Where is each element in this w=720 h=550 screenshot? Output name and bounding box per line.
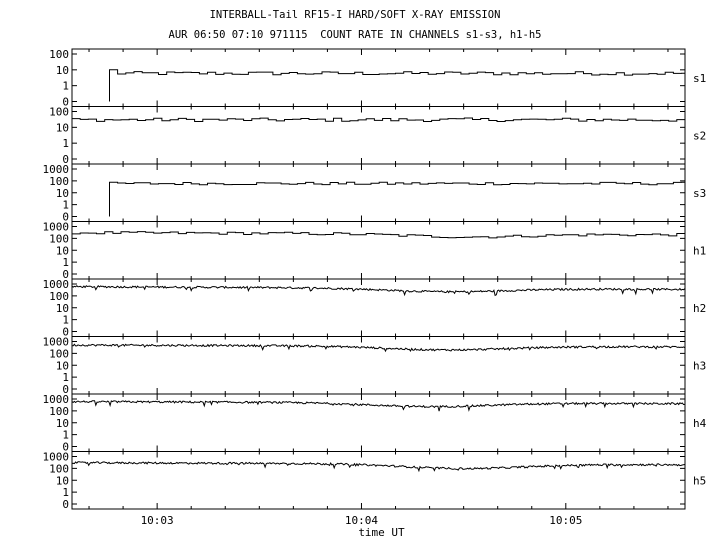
x-axis-label: time UT bbox=[358, 526, 405, 539]
series-line-h1 bbox=[72, 231, 685, 239]
series-line-s1 bbox=[109, 69, 685, 102]
y-tick-label-s2: 1 bbox=[62, 137, 69, 150]
series-line-h2 bbox=[71, 285, 685, 297]
y-tick-label-h1: 0 bbox=[62, 268, 69, 281]
panel-frame-s1 bbox=[71, 48, 686, 107]
panel-frame-h5 bbox=[71, 451, 686, 510]
y-tick-label-h1: 10 bbox=[56, 244, 69, 257]
x-tick-label: 10:05 bbox=[549, 514, 582, 527]
chart-subtitle: AUR 06:50 07:10 971115 COUNT RATE IN CHA… bbox=[168, 29, 542, 41]
x-tick-label: 10:04 bbox=[345, 514, 378, 527]
y-tick-label-h1: 1 bbox=[62, 256, 69, 269]
y-tick-label-h4: 1000 bbox=[43, 393, 70, 406]
series-line-h5 bbox=[71, 461, 685, 473]
series-label-s1: s1 bbox=[693, 72, 706, 85]
y-tick-label-h2: 1000 bbox=[43, 278, 70, 291]
y-tick-label-h5: 0 bbox=[62, 498, 69, 511]
series-line-s3 bbox=[109, 181, 685, 217]
y-tick-label-s1: 1 bbox=[62, 80, 69, 93]
y-tick-label-h2: 10 bbox=[56, 302, 69, 315]
y-tick-label-s2: 100 bbox=[49, 106, 69, 119]
y-tick-label-h3: 1000 bbox=[43, 336, 70, 349]
y-tick-label-s3: 1000 bbox=[43, 163, 70, 176]
y-tick-label-h1: 1000 bbox=[43, 221, 70, 234]
panel-frame-s3 bbox=[71, 163, 686, 222]
y-tick-label-h4: 100 bbox=[49, 405, 69, 418]
series-line-h3 bbox=[72, 343, 685, 353]
y-tick-label-s1: 0 bbox=[62, 96, 69, 109]
series-label-h5: h5 bbox=[693, 474, 706, 487]
series-line-s2 bbox=[72, 117, 685, 122]
panel-frame-h1 bbox=[71, 221, 686, 280]
y-tick-label-s3: 10 bbox=[56, 187, 69, 200]
y-tick-label-h2: 100 bbox=[49, 290, 69, 303]
series-label-s3: s3 bbox=[693, 187, 706, 200]
series-line-h4 bbox=[71, 400, 685, 412]
y-tick-label-h4: 1 bbox=[62, 429, 69, 442]
series-label-h1: h1 bbox=[693, 244, 706, 257]
x-tick-label: 10:03 bbox=[141, 514, 174, 527]
y-tick-label-h1: 100 bbox=[49, 232, 69, 245]
y-tick-label-h3: 10 bbox=[56, 359, 69, 372]
y-tick-label-h3: 100 bbox=[49, 347, 69, 360]
y-tick-label-h2: 0 bbox=[62, 326, 69, 339]
y-tick-label-h5: 1000 bbox=[43, 451, 70, 464]
series-label-s2: s2 bbox=[693, 129, 706, 142]
y-tick-label-s1: 10 bbox=[56, 64, 69, 77]
panel-frame-s2 bbox=[71, 106, 686, 165]
y-tick-label-h5: 1 bbox=[62, 486, 69, 499]
y-tick-label-s1: 100 bbox=[49, 48, 69, 61]
y-tick-label-s2: 10 bbox=[56, 121, 69, 134]
y-tick-label-h3: 0 bbox=[62, 383, 69, 396]
series-label-h2: h2 bbox=[693, 302, 706, 315]
y-tick-label-h5: 10 bbox=[56, 474, 69, 487]
series-label-h3: h3 bbox=[693, 359, 706, 372]
y-tick-label-s3: 1 bbox=[62, 199, 69, 212]
y-tick-label-s3: 0 bbox=[62, 211, 69, 224]
y-tick-label-h4: 10 bbox=[56, 417, 69, 430]
y-tick-label-h5: 100 bbox=[49, 462, 69, 475]
series-label-h4: h4 bbox=[693, 417, 707, 430]
y-tick-label-h2: 1 bbox=[62, 314, 69, 327]
chart-title: INTERBALL-Tail RF15-I HARD/SOFT X-RAY EM… bbox=[209, 9, 501, 21]
y-tick-label-s3: 100 bbox=[49, 175, 69, 188]
y-tick-label-h3: 1 bbox=[62, 371, 69, 384]
y-tick-label-s2: 0 bbox=[62, 153, 69, 166]
y-tick-label-h4: 0 bbox=[62, 441, 69, 454]
